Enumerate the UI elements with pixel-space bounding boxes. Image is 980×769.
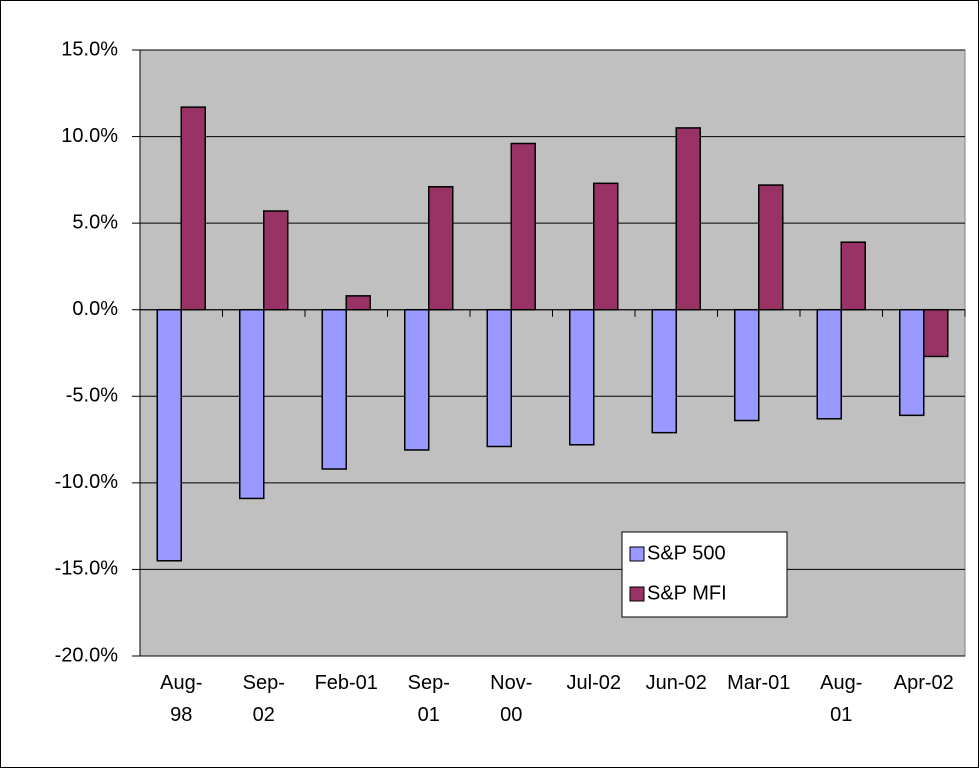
x-tick-label: Jul-02 — [566, 672, 621, 694]
x-tick-label: Jun-02 — [645, 672, 707, 694]
y-tick-label: 0.0% — [72, 298, 118, 320]
legend-swatch — [629, 546, 645, 562]
x-tick-label: Sep-01 — [407, 672, 450, 726]
bar — [758, 184, 784, 311]
bar — [239, 308, 265, 500]
legend-label: S&P MFI — [647, 582, 727, 604]
y-tick-label: -15.0% — [55, 558, 119, 580]
x-tick-label: Mar-01 — [727, 672, 791, 694]
bar — [486, 308, 512, 448]
bar — [899, 308, 925, 417]
y-tick-label: 10.0% — [61, 125, 118, 147]
bar — [734, 308, 760, 422]
bar — [569, 308, 595, 446]
y-tick-label: -10.0% — [55, 471, 119, 493]
x-tick-label: Apr-02 — [893, 672, 954, 694]
bar — [816, 308, 842, 420]
x-tick-label: Aug-98 — [160, 672, 203, 726]
bar — [651, 308, 677, 434]
bar — [840, 241, 866, 311]
bar — [923, 308, 949, 358]
bar — [593, 182, 619, 311]
bar — [404, 308, 430, 451]
legend-label: S&P 500 — [647, 542, 726, 564]
legend — [621, 531, 788, 618]
y-tick-label: 15.0% — [61, 38, 118, 60]
bar — [156, 308, 182, 562]
x-tick-label: Feb-01 — [314, 672, 378, 694]
bar — [345, 295, 371, 311]
y-tick-label: 5.0% — [72, 211, 118, 233]
bar — [180, 106, 206, 311]
x-tick-label: Sep-02 — [242, 672, 285, 726]
bar — [510, 142, 536, 311]
x-tick-label: Aug-01 — [820, 672, 863, 726]
y-tick-label: -5.0% — [66, 385, 118, 407]
x-tick-label: Nov-00 — [490, 672, 533, 726]
bar — [675, 127, 701, 311]
bar — [321, 308, 347, 470]
y-tick-label: -20.0% — [55, 644, 119, 666]
bar — [428, 186, 454, 311]
bar — [263, 210, 289, 311]
legend-swatch — [629, 586, 645, 602]
